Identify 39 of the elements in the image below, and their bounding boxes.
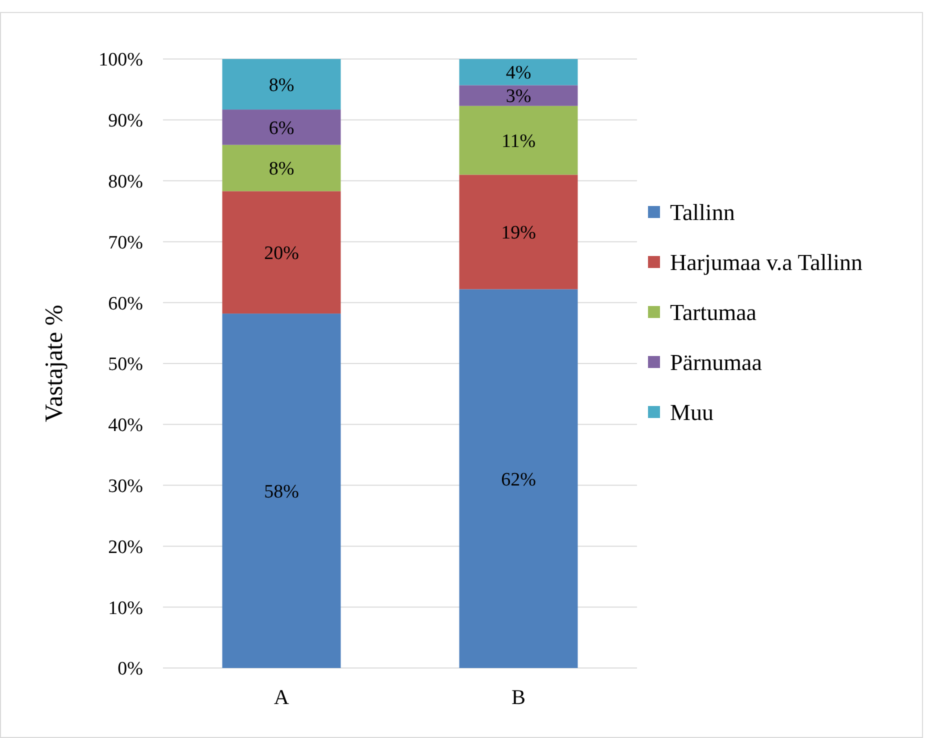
bar [222, 144, 341, 192]
y-axis-title: Vastajate % [41, 304, 68, 422]
bar [222, 59, 341, 110]
y-tick-label: 30% [108, 476, 144, 497]
data-label: 20% [264, 243, 300, 264]
y-tick-label: 80% [108, 171, 144, 192]
bar [459, 174, 578, 290]
legend-label: Muu [670, 400, 714, 426]
legend-label: Tartumaa [670, 300, 757, 326]
y-tick-label: 60% [108, 293, 144, 314]
bar [459, 85, 578, 106]
legend-label: Pärnumaa [670, 350, 762, 376]
data-label: 11% [501, 130, 536, 152]
bar [459, 59, 578, 86]
data-label: 62% [501, 469, 536, 490]
y-tick-label: 40% [108, 415, 144, 436]
bar [459, 289, 578, 668]
data-label: 8% [268, 74, 294, 96]
x-tick-label: A [274, 685, 290, 709]
y-tick-label: 20% [108, 536, 144, 558]
y-tick-label: 90% [108, 110, 144, 132]
data-label: 3% [506, 86, 532, 108]
y-tick-label: 10% [108, 598, 144, 619]
data-label: 6% [268, 118, 294, 139]
bar [459, 106, 578, 175]
bar [222, 110, 341, 145]
data-label: 58% [264, 481, 300, 502]
x-tick-label: B [511, 685, 526, 709]
y-tick-label: 0% [118, 658, 144, 680]
data-label: 8% [268, 158, 294, 180]
legend-label: Harjumaa v.a Tallinn [670, 250, 864, 276]
bar [222, 191, 341, 314]
y-tick-label: 50% [108, 354, 144, 376]
data-label: 19% [501, 222, 536, 244]
bar [222, 314, 341, 668]
y-tick-label: 100% [98, 50, 144, 71]
data-label: 4% [506, 62, 532, 84]
legend-label: Tallinn [670, 200, 736, 226]
y-tick-label: 70% [108, 232, 144, 254]
